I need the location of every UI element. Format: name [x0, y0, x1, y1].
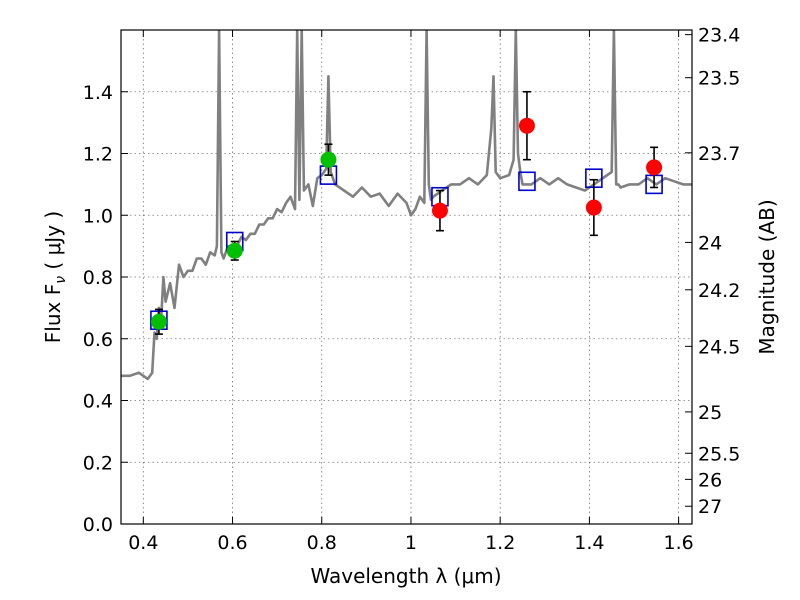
y-axis-label: Flux Fν ( μJy ) [41, 211, 69, 343]
green-point [320, 151, 337, 168]
right-tick-label: 24.5 [698, 336, 740, 358]
right-tick-label: 26 [698, 469, 722, 491]
y-tick-label: 0.2 [83, 452, 113, 474]
red-point [518, 117, 535, 134]
y-tick-label: 1.2 [83, 144, 113, 166]
x-axis-label: Wavelength λ (μm) [310, 564, 501, 588]
right-tick-label: 23.5 [698, 68, 740, 90]
y-tick-label: 1.0 [83, 205, 113, 227]
y-axis-label-unit: ( μJy ) [41, 211, 65, 276]
right-tick-label: 25.5 [698, 443, 740, 465]
axis-ticks: 0.4 0.6 0.8 1 1.2 1.4 1.6 0.0 0.2 0.4 0.6 0.8 1.0 1.2… [83, 25, 741, 554]
red-point [585, 199, 602, 216]
model-spectrum [121, 30, 692, 381]
x-tick-label: 0.4 [128, 532, 158, 554]
green-point [150, 313, 167, 330]
y-tick-label: 0.8 [83, 267, 113, 289]
y-tick-label: 0.6 [83, 329, 113, 351]
y-axis-label-main: Flux F [41, 284, 65, 343]
x-tick-label: 1 [405, 532, 417, 554]
red-point [646, 159, 663, 176]
right-tick-label: 24 [698, 232, 722, 254]
x-tick-label: 0.8 [307, 532, 337, 554]
x-tick-label: 1.4 [574, 532, 604, 554]
right-tick-label: 23.4 [698, 25, 740, 47]
y-axis-label-subscript: ν [53, 276, 69, 284]
x-tick-label: 1.2 [485, 532, 515, 554]
right-tick-label: 23.7 [698, 143, 740, 165]
right-axis-label: Magnitude (AB) [755, 199, 779, 354]
red-point [431, 202, 448, 219]
data-points [150, 90, 663, 335]
green-point [226, 242, 243, 259]
right-tick-label: 27 [698, 496, 722, 518]
x-tick-label: 0.6 [217, 532, 247, 554]
y-tick-label: 1.4 [83, 82, 113, 104]
y-tick-label: 0.0 [83, 514, 113, 536]
y-tick-label: 0.4 [83, 391, 113, 413]
model-photometry-square [518, 171, 536, 192]
x-tick-label: 1.6 [664, 532, 694, 554]
spectrum-line [121, 30, 692, 381]
right-tick-label: 25 [698, 402, 722, 424]
right-tick-label: 24.2 [698, 280, 740, 302]
grid-lines [121, 30, 692, 525]
